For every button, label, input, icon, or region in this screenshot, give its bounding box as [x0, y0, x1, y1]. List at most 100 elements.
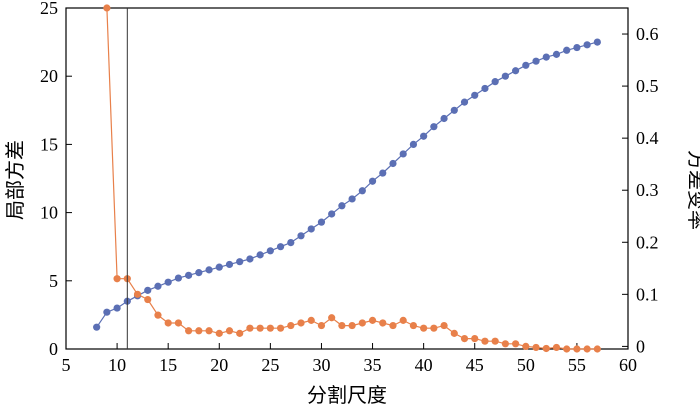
left-series-point [287, 239, 295, 247]
right-series-point [307, 316, 315, 324]
left-series-point [328, 210, 336, 218]
left-series-point [317, 218, 326, 226]
right-series-point [440, 321, 448, 330]
right-series-point [287, 321, 295, 330]
right-series-point [563, 345, 571, 353]
x-tick-label: 30 [312, 355, 330, 375]
plot-border [65, 7, 629, 350]
right-series-point [174, 319, 182, 327]
left-y-tick-label: 10 [40, 203, 58, 223]
right-y-tick-label: 0.6 [636, 24, 659, 44]
left-series-line [96, 41, 598, 328]
right-series-point [338, 321, 346, 330]
right-series-point [511, 340, 520, 348]
x-tick-label: 55 [568, 355, 586, 375]
left-series-point [195, 269, 203, 277]
right-y-tick-label: 0.5 [636, 76, 659, 96]
right-series-point [317, 321, 326, 330]
left-y-axis-ticks: 0 5 10 15 20 25 [40, 0, 72, 359]
right-series-point [430, 324, 438, 332]
x-axis-title: 分割尺度 [307, 383, 387, 407]
left-series-point [164, 278, 172, 286]
x-axis-ticks: 5 10 15 20 25 30 35 40 45 50 55 60 [62, 343, 637, 375]
left-series-point [583, 41, 591, 49]
right-series-point [185, 327, 193, 335]
right-series-point [532, 343, 540, 352]
left-series-point [215, 263, 223, 271]
right-series-point [420, 324, 428, 332]
right-series-point [113, 275, 121, 283]
left-series-point [399, 150, 407, 158]
left-series-point [185, 271, 193, 279]
left-series-point [103, 308, 111, 316]
left-y-tick-label: 20 [40, 66, 58, 86]
left-series-point [144, 286, 152, 294]
left-series-point [471, 91, 479, 99]
left-series-point [563, 46, 571, 54]
left-series-point [532, 57, 540, 65]
right-series-point [215, 329, 223, 337]
left-y-tick-label: 5 [49, 271, 58, 291]
left-series-point [225, 260, 234, 269]
left-y-tick-label: 15 [40, 134, 58, 154]
right-y-tick-label: 0.4 [636, 128, 659, 148]
left-series-point [368, 177, 377, 185]
x-tick-label: 50 [517, 355, 535, 375]
right-series-point [460, 334, 469, 343]
left-series-point [307, 225, 315, 233]
left-series-point [266, 247, 274, 255]
left-series-point [348, 195, 356, 203]
x-tick-label: 40 [415, 355, 433, 375]
right-series-point [144, 295, 152, 304]
right-series-point [195, 327, 203, 335]
right-series-line [106, 7, 598, 350]
plot-frame [65, 7, 629, 350]
right-series-point [389, 321, 397, 330]
right-y-axis-title: 方差变率 [685, 150, 700, 230]
right-series-point [593, 345, 601, 353]
left-series-point [511, 67, 520, 75]
x-tick-label: 45 [466, 355, 484, 375]
right-series-point [379, 319, 387, 327]
right-series-point [103, 4, 111, 12]
left-series-point [338, 202, 346, 210]
right-series-point [164, 319, 172, 327]
left-series-point [460, 98, 469, 106]
left-y-tick-label: 25 [40, 0, 58, 18]
right-series-point [522, 342, 530, 350]
right-series-point [409, 321, 418, 330]
left-series-point [522, 61, 530, 69]
left-series-point [440, 114, 448, 123]
right-series-point [256, 324, 264, 332]
right-series-point [501, 340, 509, 348]
left-series-point [501, 72, 509, 80]
x-tick-label: 20 [210, 355, 228, 375]
left-series-point [573, 43, 581, 52]
marker-layer [93, 4, 601, 353]
x-tick-label: 25 [261, 355, 279, 375]
series-layer [96, 7, 598, 350]
x-tick-label: 35 [364, 355, 382, 375]
left-series-point [491, 78, 499, 86]
left-series-point [246, 255, 254, 263]
left-series-point [420, 132, 428, 140]
right-y-tick-label: 0.3 [636, 180, 659, 200]
right-y-tick-label: 0.2 [636, 232, 659, 252]
left-series-point [379, 169, 387, 177]
left-series-point [205, 266, 213, 274]
x-tick-label: 60 [619, 355, 637, 375]
left-series-point [358, 187, 366, 195]
right-series-point [276, 324, 285, 332]
right-series-point [205, 327, 213, 335]
right-series-point [481, 337, 489, 345]
right-series-point [542, 344, 550, 353]
right-series-point [133, 290, 142, 298]
right-series-point [573, 345, 581, 353]
right-series-point [297, 319, 305, 327]
x-tick-label: 15 [159, 355, 177, 375]
right-y-axis-ticks: 0 0.1 0.2 0.3 0.4 0.5 0.6 [622, 24, 659, 356]
x-tick-label: 10 [108, 355, 126, 375]
left-series-point [593, 38, 601, 46]
right-series-point [471, 334, 479, 343]
